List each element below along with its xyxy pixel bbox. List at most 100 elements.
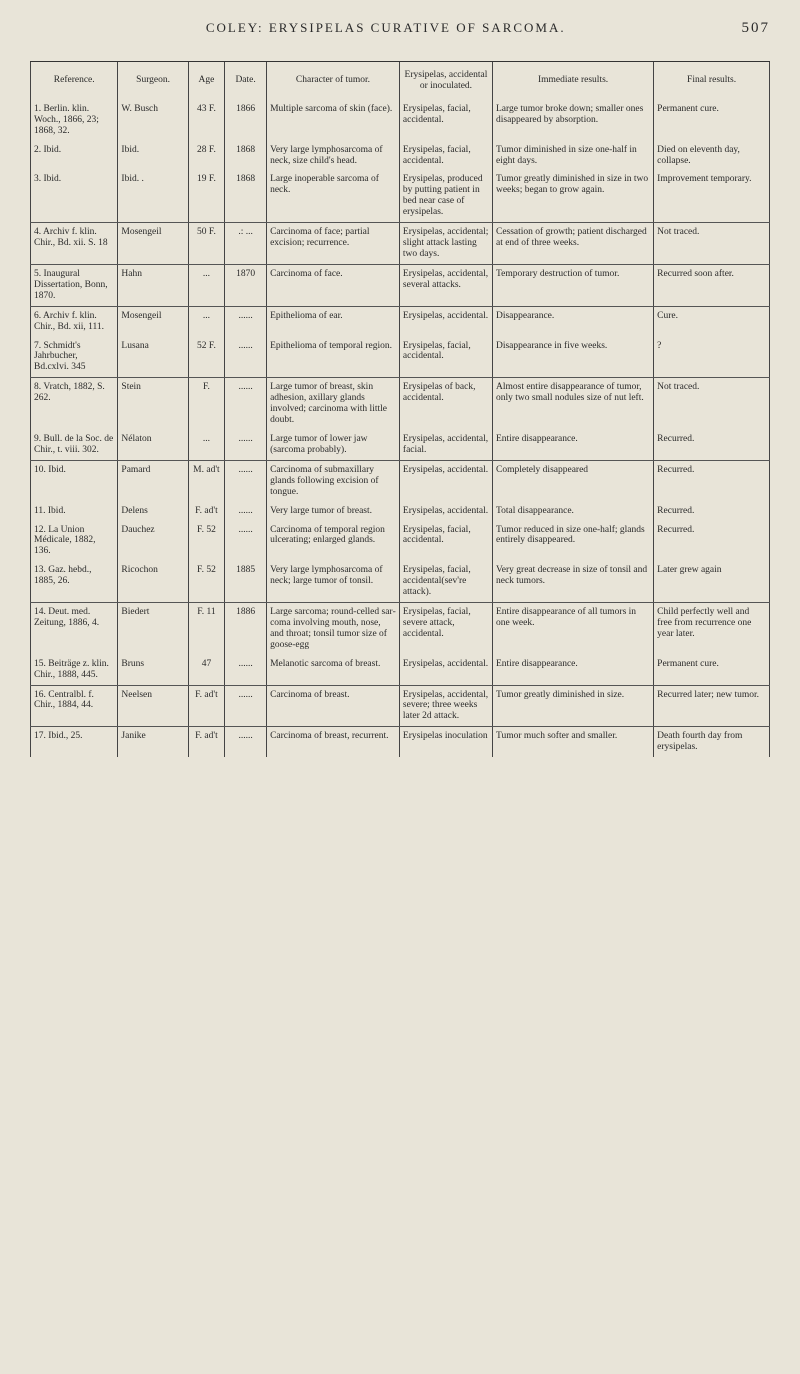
cell-immediate: Entire disappearance. [492,655,653,685]
col-character: Character of tumor. [267,62,400,100]
cell-immediate: Tumor much softer and smaller. [492,727,653,757]
table-row: 15. Beiträge z. klin. Chir., 1888, 445.B… [31,655,770,685]
table-row: 14. Deut. med. Zeitung, 1886, 4.BiedertF… [31,603,770,655]
cell-immediate: Tumor greatly dimin­ished in size in two… [492,170,653,222]
table-row: 10. Ibid.PamardM. ad't......Carcinoma of… [31,460,770,501]
cell-date: 1886 [225,603,267,655]
cell-immediate: Very great decrease in size of tonsil an… [492,561,653,602]
cell-date: 1868 [225,170,267,222]
cell-reference: 1. Berlin. klin. Woch., 1866, 23; 1868, … [31,100,118,141]
cell-erysipelas: Erysipelas, accidental, severe; three we… [399,685,492,726]
cell-reference: 17. Ibid., 25. [31,727,118,757]
cell-reference: 16. Centralbl. f. Chir., 1884, 44. [31,685,118,726]
cell-final: ? [654,337,770,378]
running-title: COLEY: ERYSIPELAS CURATIVE OF SARCOMA. [206,20,566,35]
cell-age: ... [188,306,224,336]
col-immediate: Immediate results. [492,62,653,100]
cell-immediate: Large tumor broke down; smaller ones dis… [492,100,653,141]
cell-surgeon: Neelsen [118,685,188,726]
cell-final: Child perfectly well and free from recur… [654,603,770,655]
cell-character: Carcinoma of breast. [267,685,400,726]
cell-age: 43 F. [188,100,224,141]
cell-character: Large tumor of lower jaw (sarco­ma proba… [267,430,400,460]
cell-date: .: ... [225,223,267,264]
cell-date: 1885 [225,561,267,602]
table-body: 1. Berlin. klin. Woch., 1866, 23; 1868, … [31,100,770,757]
cell-date: ...... [225,727,267,757]
cell-immediate: Almost entire disap­pearance of tumor, o… [492,378,653,430]
cell-character: Very large lympho­sarcoma of neck; large… [267,561,400,602]
cell-date: ...... [225,337,267,378]
cell-age: F. 52 [188,561,224,602]
cell-date: ...... [225,306,267,336]
cell-reference: 13. Gaz. hebd., 1885, 26. [31,561,118,602]
data-table: Reference. Surgeon. Age Date. Character … [30,62,770,757]
cell-final: Recurred. [654,430,770,460]
cell-age: F. ad't [188,502,224,521]
cell-age: M. ad't [188,460,224,501]
table-row: 6. Archiv f. klin. Chir., Bd. xii, 111.M… [31,306,770,336]
cell-date: 1868 [225,141,267,171]
cell-erysipelas: Erysipelas, accidental. [399,502,492,521]
cell-surgeon: Janike [118,727,188,757]
cell-age: 28 F. [188,141,224,171]
cell-character: Large tumor of breast, skin adhe­sion, a… [267,378,400,430]
cell-final: Cure. [654,306,770,336]
cell-character: Large inoperable sarcoma of neck. [267,170,400,222]
cell-age: 50 F. [188,223,224,264]
cell-age: F. ad't [188,685,224,726]
cell-age: F. 52 [188,521,224,562]
cell-date: ...... [225,460,267,501]
cell-character: Epithelioma of ear. [267,306,400,336]
cell-surgeon: W. Busch [118,100,188,141]
table-row: 11. Ibid.DelensF. ad't......Very large t… [31,502,770,521]
table-row: 16. Centralbl. f. Chir., 1884, 44.Neelse… [31,685,770,726]
cell-erysipelas: Erysipelas, accidental. [399,655,492,685]
col-date: Date. [225,62,267,100]
cell-date: ...... [225,655,267,685]
cell-final: Recurred. [654,460,770,501]
cell-final: Improvement temporary. [654,170,770,222]
cell-character: Multiple sarcoma of skin (face). [267,100,400,141]
cell-immediate: Cessation of growth; patient discharged … [492,223,653,264]
cell-final: Recurred. [654,502,770,521]
cell-erysipelas: Erysipelas, accidental. [399,306,492,336]
table-row: 12. La Union Médicale, 1882, 136.Dauchez… [31,521,770,562]
table-row: 3. Ibid.Ibid. .19 F.1868Large inoperable… [31,170,770,222]
cell-immediate: Total disappearance. [492,502,653,521]
cell-surgeon: Mosengeil [118,223,188,264]
cell-surgeon: Ibid. [118,141,188,171]
table-row: 2. Ibid.Ibid.28 F.1868Very large lympho­… [31,141,770,171]
cell-age: F. ad't [188,727,224,757]
page-number: 507 [742,20,771,37]
cell-surgeon: Bruns [118,655,188,685]
cell-character: Large sarcoma; round-celled sar­coma inv… [267,603,400,655]
cell-age: 52 F. [188,337,224,378]
cell-final: Recurred soon after. [654,264,770,305]
table-row: 8. Vratch, 1882, S. 262.SteinF.......Lar… [31,378,770,430]
cell-age: ... [188,264,224,305]
cell-character: Carcinoma of face. [267,264,400,305]
cell-erysipelas: Erysipelas, facial, acci­dental. [399,337,492,378]
cell-final: Later grew again [654,561,770,602]
cell-character: Melanotic sarcoma of breast. [267,655,400,685]
cell-surgeon: Mosengeil [118,306,188,336]
cell-surgeon: Pamard [118,460,188,501]
cell-immediate: Tumor greatly dimin­ished in size. [492,685,653,726]
cell-erysipelas: Erysipelas inoculation [399,727,492,757]
cell-surgeon: Nélaton [118,430,188,460]
cell-final: Permanent cure. [654,100,770,141]
cell-erysipelas: Erysipelas, facial, acci­dental. [399,141,492,171]
cell-character: Carcinoma of tem­poral region ulce­ratin… [267,521,400,562]
cell-reference: 6. Archiv f. klin. Chir., Bd. xii, 111. [31,306,118,336]
cell-reference: 4. Archiv f. klin. Chir., Bd. xii. S. 18 [31,223,118,264]
col-reference: Reference. [31,62,118,100]
cell-reference: 2. Ibid. [31,141,118,171]
cell-reference: 5. Inaugural Dissertation, Bonn, 1870. [31,264,118,305]
cell-erysipelas: Erysipelas, accidental. [399,460,492,501]
cell-surgeon: Delens [118,502,188,521]
cell-immediate: Entire disappearance of all tumors in on… [492,603,653,655]
cell-erysipelas: Erysipelas, accidental, facial. [399,430,492,460]
cell-immediate: Disappearance. [492,306,653,336]
cell-date: 1870 [225,264,267,305]
